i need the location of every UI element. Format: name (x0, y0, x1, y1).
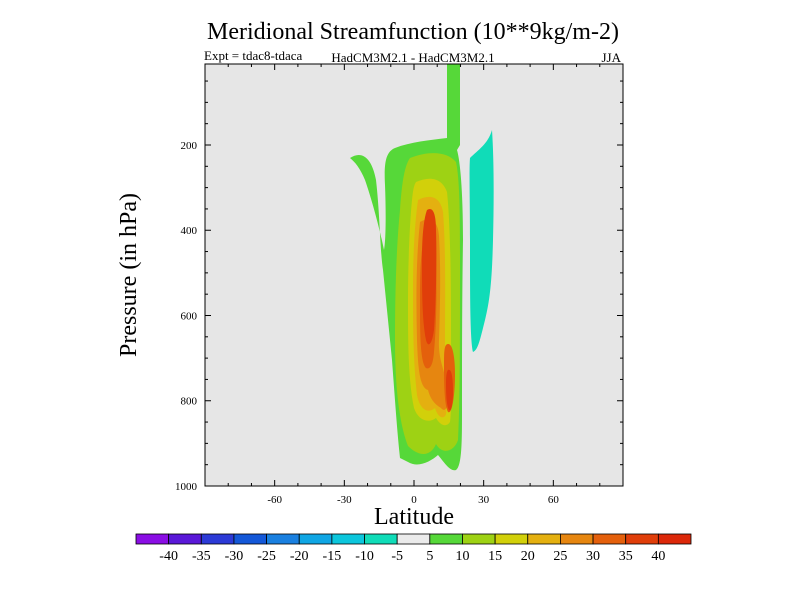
colorbar-swatch (200, 533, 235, 545)
colorbar-swatch (396, 533, 431, 545)
x-tick-label: 60 (548, 494, 560, 506)
colorbar-swatch (494, 533, 529, 545)
x-tick-label: -60 (267, 494, 282, 506)
contour-fills (350, 64, 494, 471)
colorbar-label: 30 (586, 549, 600, 564)
y-tick-label: 800 (181, 396, 198, 408)
colorbar-swatch (657, 533, 692, 545)
colorbar-label: 15 (488, 549, 502, 564)
colorbar-swatch (331, 533, 365, 545)
colorbar (135, 533, 692, 545)
colorbar-label: 10 (455, 549, 469, 564)
colorbar-swatch (233, 533, 267, 545)
x-tick-label: -30 (337, 494, 352, 506)
colorbar-label: -40 (159, 549, 178, 564)
expt-label: Expt = tdac8-tdaca (204, 48, 303, 63)
axis-tick-labels: -60 -30 0 30 60 200 400 600 800 1000 (175, 140, 559, 506)
colorbar-label: -35 (192, 549, 211, 564)
contour-level-40-lower (446, 369, 453, 411)
chart-title: Meridional Streamfunction (10**9kg/m-2) (207, 19, 619, 45)
contour-level-neg5 (469, 130, 494, 352)
colorbar-swatch (527, 533, 561, 545)
colorbar-swatch (625, 533, 659, 545)
colorbar-swatch (298, 533, 333, 545)
colorbar-label: -5 (391, 549, 403, 564)
x-axis-title: Latitude (374, 504, 454, 530)
colorbar-swatch (168, 533, 202, 545)
y-tick-label: 600 (181, 310, 198, 322)
colorbar-label: -30 (225, 549, 244, 564)
y-tick-label: 400 (181, 225, 198, 237)
colorbar-swatch (364, 533, 398, 545)
y-tick-label: 200 (181, 140, 198, 152)
x-tick-label: 30 (478, 494, 490, 506)
colorbar-label: -20 (290, 549, 309, 564)
model-label: HadCM3M2.1 - HadCM3M2.1 (331, 50, 494, 65)
season-label: JJA (601, 50, 621, 65)
colorbar-label: 40 (651, 549, 665, 564)
y-tick-label: 1000 (175, 481, 198, 493)
colorbar-label: -10 (355, 549, 374, 564)
colorbar-label: -15 (323, 549, 342, 564)
plot-frame (204, 63, 624, 487)
x-tick-label: 0 (411, 494, 417, 506)
contour-level-40 (422, 208, 437, 345)
colorbar-swatch (266, 533, 300, 545)
colorbar-labels: -40 -35 -30 -25 -20 -15 -10 -5 5 10 15 20 25 30 35 40 (159, 549, 665, 564)
colorbar-swatch (560, 533, 594, 545)
colorbar-swatch (592, 533, 627, 545)
colorbar-label: 20 (521, 549, 535, 564)
colorbar-label: 25 (553, 549, 567, 564)
colorbar-label: 5 (426, 549, 433, 564)
colorbar-swatch (462, 533, 496, 545)
colorbar-swatch (429, 533, 463, 545)
colorbar-label: -25 (257, 549, 276, 564)
colorbar-swatch (135, 533, 170, 545)
colorbar-label: 35 (619, 549, 633, 564)
y-axis-title: Pressure (in hPa) (116, 193, 142, 357)
